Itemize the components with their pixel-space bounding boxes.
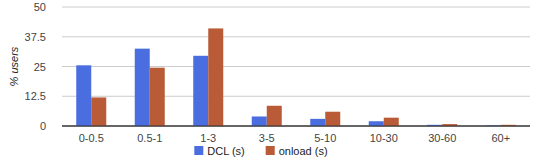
x-tick-label: 30-60 bbox=[428, 132, 456, 144]
x-tick-label: 0-0.5 bbox=[79, 132, 104, 144]
bar bbox=[91, 97, 106, 126]
grid-line bbox=[62, 66, 530, 67]
y-tick-label: 50 bbox=[34, 1, 46, 13]
bars bbox=[76, 28, 516, 126]
bar bbox=[76, 65, 91, 126]
bar bbox=[384, 118, 399, 126]
x-tick-label: 5-10 bbox=[314, 132, 336, 144]
y-tick-label: 25 bbox=[34, 61, 46, 73]
x-tick-label: 0.5-1 bbox=[137, 132, 162, 144]
bar bbox=[369, 121, 384, 126]
bar bbox=[193, 56, 208, 126]
bar bbox=[150, 68, 165, 126]
bar bbox=[310, 119, 325, 126]
legend-swatch bbox=[266, 146, 275, 155]
y-axis-label: % users bbox=[8, 46, 20, 86]
x-tick-label: 1-3 bbox=[200, 132, 216, 144]
legend-swatch bbox=[194, 146, 203, 155]
x-tick-label: 3-5 bbox=[259, 132, 275, 144]
grid-line bbox=[62, 36, 530, 37]
axis-line bbox=[62, 126, 530, 127]
grid-line bbox=[62, 126, 530, 127]
bar bbox=[252, 116, 267, 126]
grid-line bbox=[62, 7, 530, 8]
bar bbox=[267, 106, 282, 126]
y-tick-label: 37.5 bbox=[25, 31, 46, 43]
grid-line bbox=[62, 96, 530, 97]
x-tick-label: 60+ bbox=[491, 132, 510, 144]
legend-label: DCL (s) bbox=[207, 145, 244, 157]
legend-label: onload (s) bbox=[279, 145, 328, 157]
chart: 0 12.5 25 37.5 50 % users 0-0.5 0.5-1 1-3 3-5 5-10… bbox=[0, 0, 540, 157]
legend: DCL (s) onload (s) bbox=[194, 145, 327, 157]
bar bbox=[208, 28, 223, 126]
y-tick-label: 12.5 bbox=[25, 90, 46, 102]
x-tick-label: 10-30 bbox=[370, 132, 398, 144]
y-tick-label: 0 bbox=[40, 120, 46, 132]
bar bbox=[325, 112, 340, 126]
bar bbox=[135, 49, 150, 126]
